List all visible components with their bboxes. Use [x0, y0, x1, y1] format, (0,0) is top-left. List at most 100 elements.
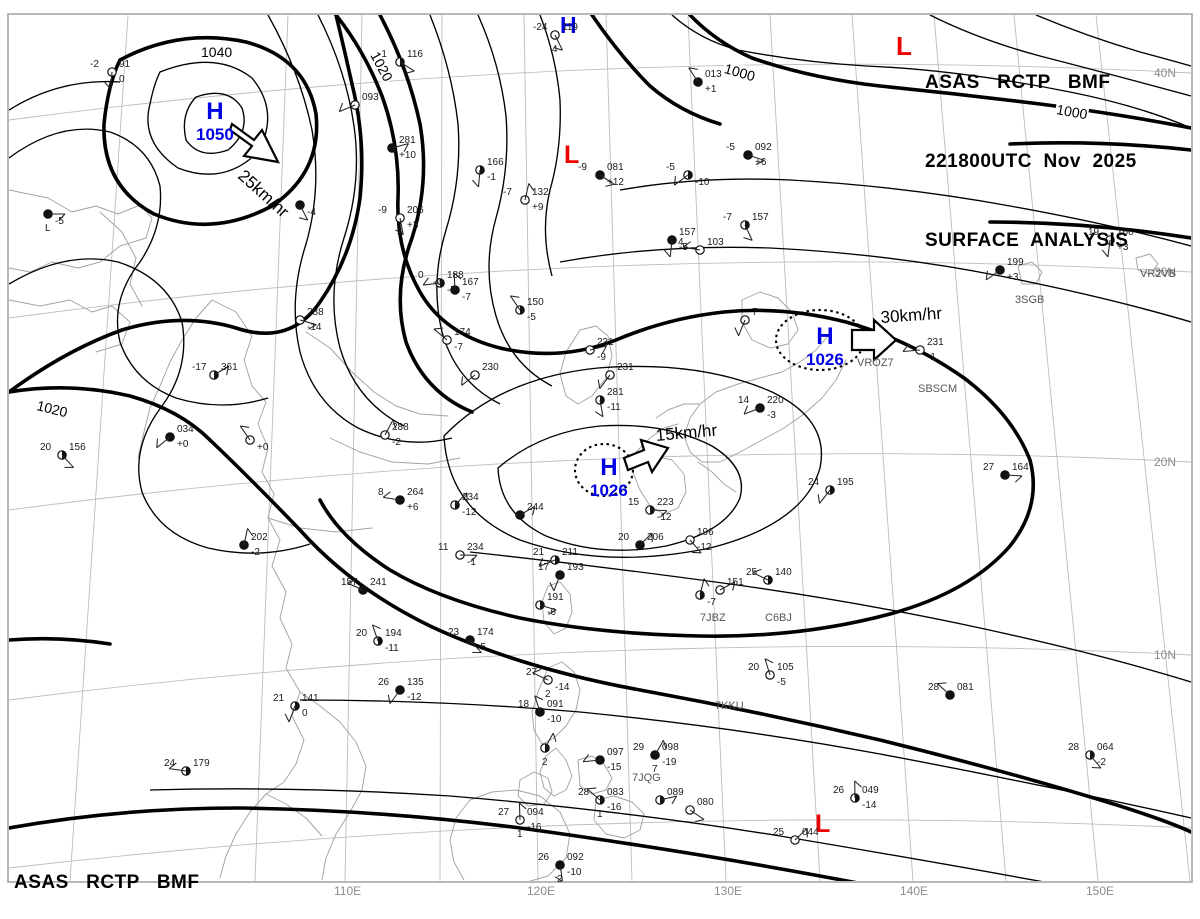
high-center-1: H 1050	[196, 98, 234, 144]
station-symbol	[395, 57, 415, 74]
station-dewpoint: -7	[454, 342, 463, 353]
low-marker-southeast: L	[815, 810, 831, 838]
station-pressure: 044	[802, 827, 819, 838]
station-symbol	[472, 165, 485, 188]
station-symbol	[715, 581, 736, 595]
station-temperature: -9	[578, 162, 587, 173]
station-pressure: 157	[752, 212, 769, 223]
station-temperature: 20	[618, 532, 630, 543]
station-pressure: 188	[447, 270, 464, 281]
station-pressure: 092	[755, 142, 772, 153]
station-dewpoint: -14	[862, 800, 877, 811]
station-dewpoint: -11	[607, 402, 621, 413]
station-symbol	[450, 492, 468, 510]
station-symbol	[586, 787, 605, 805]
station-temperature: -6	[433, 277, 442, 288]
station-symbol	[338, 100, 360, 113]
station-temperature: 4	[678, 237, 684, 248]
station-symbol	[295, 200, 309, 221]
station-dewpoint: -1	[467, 557, 476, 568]
station-symbol	[422, 277, 445, 288]
station-symbol	[387, 685, 405, 705]
station-symbol	[764, 658, 775, 680]
station-pressure: 167	[462, 277, 479, 288]
station-symbol	[104, 67, 117, 90]
station-symbol	[347, 579, 368, 595]
station-temperature: 8	[378, 487, 384, 498]
station-pressure: 103	[707, 237, 724, 248]
station-temperature: 11	[438, 542, 449, 553]
station-pressure: 202	[251, 532, 268, 543]
station-dewpoint: -15	[607, 762, 622, 773]
station-extra: 1	[597, 809, 603, 820]
latitude-tick-10N: 10N	[1154, 648, 1177, 662]
high-center-3-letter: H	[600, 454, 618, 481]
station-symbol	[465, 635, 482, 654]
station-pressure: 049	[862, 785, 879, 796]
station-pressure: 174	[454, 327, 471, 338]
station-symbol	[752, 568, 773, 585]
station-dewpoint: -16	[527, 822, 542, 833]
station-dewpoint: +3	[1117, 242, 1129, 253]
station-pressure: 098	[662, 742, 679, 753]
station-temperature: 0	[418, 270, 424, 281]
station-pressure: 199	[1007, 257, 1024, 268]
station-pressure: 092	[567, 852, 584, 863]
station-pressure: 119	[562, 22, 578, 33]
station-symbol	[455, 550, 478, 563]
station-temperature: 25	[773, 827, 785, 838]
high-center-1-letter: H	[206, 98, 224, 125]
station-pressure: 193	[567, 562, 584, 573]
station-symbol	[550, 30, 563, 51]
station-dewpoint: -12	[407, 692, 422, 703]
station-temperature: 20	[356, 628, 368, 639]
station-symbol	[655, 795, 678, 805]
station-dewpoint: +12	[607, 177, 624, 188]
station-extra: 5	[397, 227, 403, 238]
station-pressure: 157	[679, 227, 696, 238]
motion-arrow-3	[622, 438, 670, 475]
station-symbol	[540, 732, 557, 753]
station-symbol	[663, 235, 677, 258]
station-pressure: 220	[767, 395, 784, 406]
station-symbol	[585, 345, 607, 355]
station-pressure: 288	[392, 422, 409, 433]
station-pressure: 135	[407, 677, 424, 688]
isobar-label-1040: 1040	[200, 44, 234, 60]
station-pressure: 196	[697, 527, 714, 538]
station-temperature: -7	[503, 187, 512, 198]
station-extra: 4	[552, 44, 558, 55]
station-pressure: 116	[407, 49, 423, 60]
station-dewpoint: +1	[705, 84, 717, 95]
station-dewpoint: -16	[607, 802, 622, 813]
station-symbol	[239, 425, 255, 445]
station-dewpoint: -5	[777, 677, 786, 688]
station-pressure: 206	[647, 532, 664, 543]
station-pressure: 264	[407, 487, 424, 498]
station-extra: 2	[542, 757, 548, 768]
station-symbol	[380, 419, 397, 440]
station-symbol	[520, 183, 535, 205]
station-symbol	[743, 150, 765, 166]
station-pressure: 081	[607, 162, 624, 173]
station-dewpoint: +0	[257, 442, 269, 453]
longitude-tick-140E: 140E	[900, 884, 929, 898]
station-symbol	[295, 315, 317, 330]
station-dewpoint: -7	[462, 292, 471, 303]
station-symbol	[43, 209, 66, 221]
motion-arrow-1	[228, 122, 280, 164]
station-pressure: 174	[477, 627, 494, 638]
station-pressure: 223	[657, 497, 674, 508]
station-temperature: -2	[90, 59, 99, 70]
high-center-circle-3	[573, 442, 635, 498]
low-marker-central: L	[564, 141, 580, 169]
station-pressure: 064	[1097, 742, 1114, 753]
station-pressure: 089	[667, 787, 684, 798]
station-temperature: -9	[378, 205, 387, 216]
station-dewpoint: -11	[385, 643, 399, 654]
station-dewpoint: -14	[555, 682, 570, 693]
station-symbol	[433, 327, 452, 345]
station-dewpoint: -2	[251, 547, 260, 558]
station-pressure: 150	[527, 297, 544, 308]
